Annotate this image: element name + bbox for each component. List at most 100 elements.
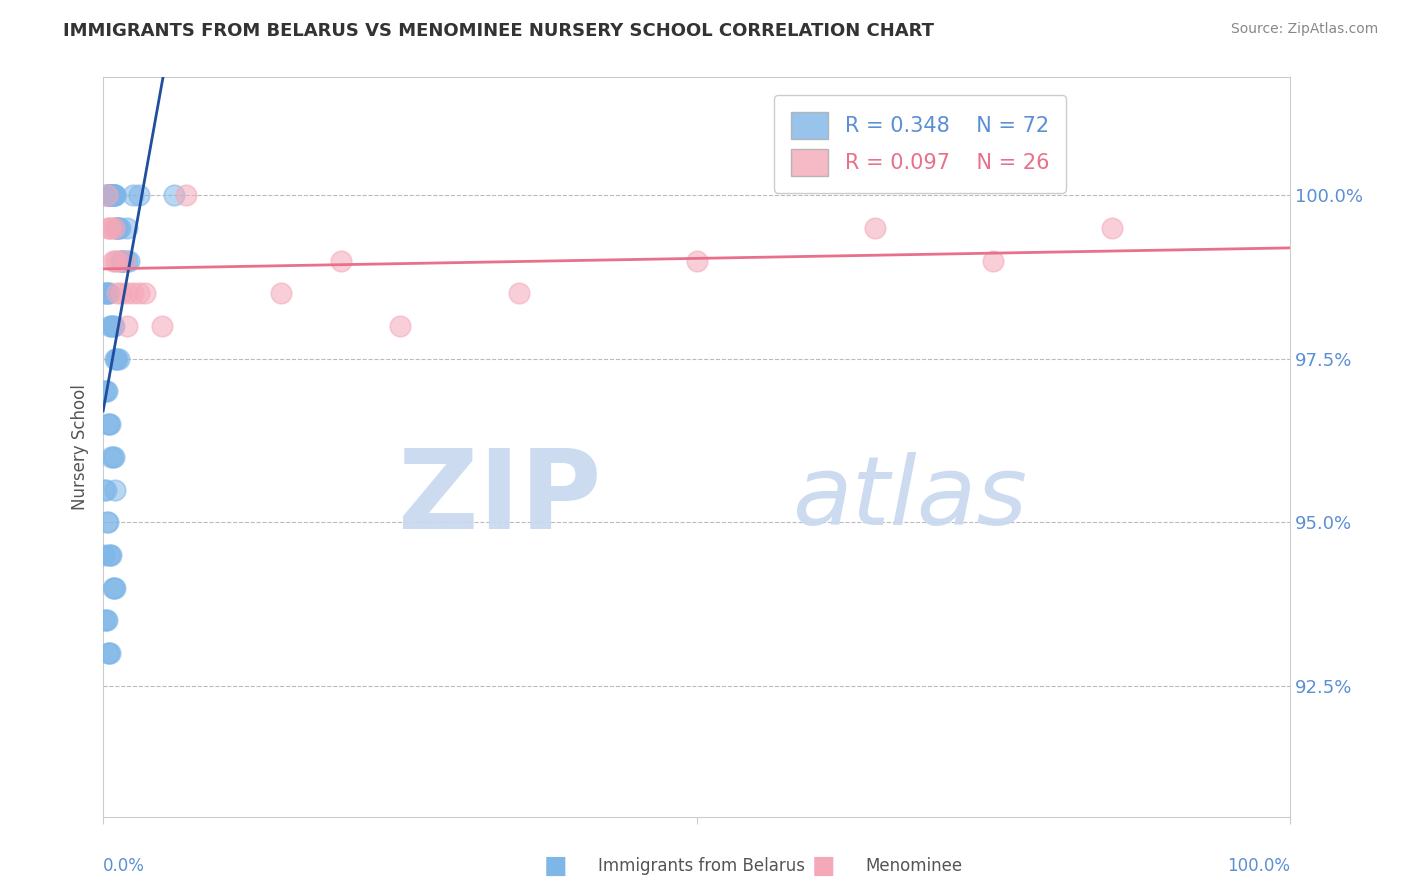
Point: [98, 417, 121, 431]
Point: [128, 286, 150, 301]
Point: [93, 613, 115, 627]
Text: 0.0%: 0.0%: [103, 857, 145, 875]
Point: [94, 483, 117, 497]
Point: [100, 318, 122, 333]
Text: Source: ZipAtlas.com: Source: ZipAtlas.com: [1230, 22, 1378, 37]
Y-axis label: Nursery School: Nursery School: [72, 384, 89, 510]
Point: [174, 188, 197, 202]
Point: [121, 286, 143, 301]
Point: [105, 253, 128, 268]
Point: [100, 450, 122, 464]
Point: [98, 220, 121, 235]
Point: [105, 351, 128, 366]
Point: [98, 417, 121, 431]
Point: [101, 450, 124, 464]
Point: [863, 220, 886, 235]
Point: [105, 220, 128, 235]
Point: [98, 646, 121, 660]
Point: [110, 286, 132, 301]
Point: [98, 188, 121, 202]
Point: [96, 286, 118, 301]
Point: [115, 318, 138, 333]
Point: [103, 318, 125, 333]
Text: ZIP: ZIP: [398, 445, 602, 552]
Text: atlas: atlas: [792, 452, 1026, 545]
Point: [100, 188, 122, 202]
Point: [152, 318, 174, 333]
Point: [98, 548, 121, 562]
Point: [105, 220, 128, 235]
Text: Menominee: Menominee: [865, 856, 963, 874]
Point: [105, 286, 128, 301]
Point: [94, 286, 117, 301]
Point: [97, 220, 120, 235]
Point: [98, 646, 121, 660]
Point: [101, 581, 124, 595]
Point: [115, 286, 138, 301]
Point: [981, 253, 1004, 268]
Point: [93, 548, 115, 562]
Point: [115, 220, 138, 235]
Point: [97, 286, 120, 301]
Point: [98, 188, 121, 202]
Point: [96, 188, 118, 202]
Point: [101, 253, 124, 268]
Point: [114, 253, 136, 268]
Point: [388, 318, 411, 333]
Point: [1101, 220, 1123, 235]
Point: [93, 384, 115, 399]
Text: 100.0%: 100.0%: [1227, 857, 1291, 875]
Point: [98, 188, 121, 202]
Point: [128, 188, 150, 202]
Point: [104, 581, 127, 595]
Point: [112, 253, 135, 268]
Point: [107, 220, 129, 235]
Text: ■: ■: [811, 854, 835, 878]
Point: [104, 483, 127, 497]
Point: [163, 188, 186, 202]
Point: [104, 351, 127, 366]
Point: [93, 483, 115, 497]
Point: [103, 188, 125, 202]
Point: [104, 188, 127, 202]
Point: [103, 220, 125, 235]
Point: [100, 548, 122, 562]
Point: [104, 253, 127, 268]
Point: [101, 188, 124, 202]
Point: [94, 188, 117, 202]
Point: [96, 515, 118, 529]
Point: [97, 417, 120, 431]
Text: IMMIGRANTS FROM BELARUS VS MENOMINEE NURSERY SCHOOL CORRELATION CHART: IMMIGRANTS FROM BELARUS VS MENOMINEE NUR…: [63, 22, 934, 40]
Point: [96, 613, 118, 627]
Point: [121, 188, 143, 202]
Point: [96, 188, 118, 202]
Point: [110, 253, 132, 268]
Point: [97, 515, 120, 529]
Point: [103, 581, 125, 595]
Point: [93, 286, 115, 301]
Point: [94, 613, 117, 627]
Point: [101, 188, 124, 202]
Point: [103, 450, 125, 464]
Point: [103, 188, 125, 202]
Point: [329, 253, 352, 268]
Point: [98, 318, 121, 333]
Point: [98, 286, 121, 301]
Point: [105, 220, 128, 235]
Point: [97, 188, 120, 202]
Point: [94, 384, 117, 399]
Point: [685, 253, 707, 268]
Point: [107, 351, 129, 366]
Point: [101, 318, 124, 333]
Point: [111, 253, 134, 268]
Legend: R = 0.348    N = 72, R = 0.097    N = 26: R = 0.348 N = 72, R = 0.097 N = 26: [773, 95, 1066, 193]
Point: [98, 548, 121, 562]
Point: [96, 384, 118, 399]
Point: [114, 253, 136, 268]
Text: ■: ■: [544, 854, 568, 878]
Point: [105, 220, 128, 235]
Point: [110, 253, 132, 268]
Point: [105, 351, 128, 366]
Point: [118, 253, 141, 268]
Point: [108, 220, 131, 235]
